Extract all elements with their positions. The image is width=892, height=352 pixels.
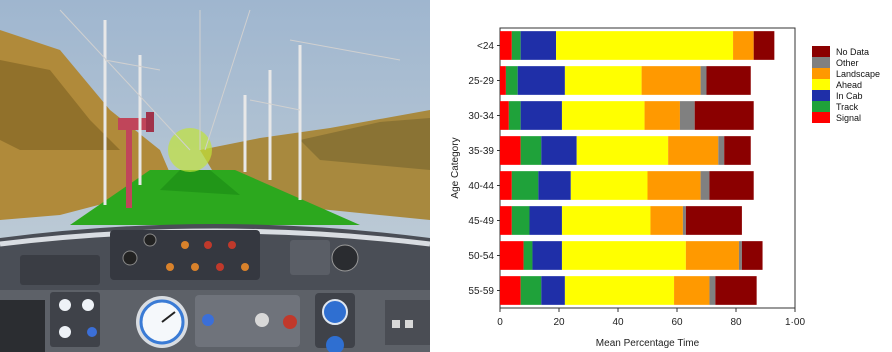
- warning-lights: [122, 233, 249, 271]
- bar-segment: [523, 241, 533, 270]
- bar-segment: [511, 206, 530, 235]
- bar-segment: [520, 136, 542, 165]
- bar-segment: [685, 206, 742, 235]
- track-area: [70, 170, 360, 225]
- x-tick-label: 0: [497, 317, 503, 328]
- bar-segment: [508, 101, 521, 130]
- bar-segment: [500, 101, 509, 130]
- bar-segment: [500, 31, 512, 60]
- bar-segment: [520, 276, 542, 305]
- bar-segment: [561, 241, 686, 270]
- y-tick-label: 40-44: [468, 181, 494, 192]
- bar-segment: [511, 31, 521, 60]
- x-tick-label: 60: [671, 317, 683, 328]
- bar-segment: [718, 136, 725, 165]
- bar-segment: [561, 101, 645, 130]
- x-tick-label: 80: [730, 317, 742, 328]
- bar-segment: [694, 101, 754, 130]
- legend-label: Other: [836, 58, 859, 68]
- bar-segment: [500, 241, 524, 270]
- bar-segment: [500, 276, 521, 305]
- bar-segment: [738, 241, 742, 270]
- y-tick-label: 25-29: [468, 76, 494, 87]
- bar-segment: [541, 276, 565, 305]
- x-tick-label: 1·00: [785, 317, 805, 328]
- bar-segment: [668, 136, 719, 165]
- bar-segment: [529, 206, 562, 235]
- bar-segment: [724, 136, 751, 165]
- legend-swatch: [812, 79, 830, 90]
- bar-segment: [576, 136, 669, 165]
- y-tick-label: 50-54: [468, 251, 494, 262]
- bar-segment: [650, 206, 683, 235]
- bar-segment: [538, 171, 571, 200]
- overhead-wires: [59, 9, 401, 151]
- bar-segment: [709, 171, 754, 200]
- bar-segment: [700, 66, 707, 95]
- legend-label: No Data: [836, 47, 869, 57]
- legend-label: Signal: [836, 113, 861, 123]
- legend-label: Ahead: [836, 80, 862, 90]
- x-tick-label: 20: [553, 317, 565, 328]
- bar-segment: [709, 276, 716, 305]
- y-axis-title: Age Category: [450, 137, 461, 198]
- x-tick-label: 40: [612, 317, 624, 328]
- bar-segment: [564, 276, 675, 305]
- legend-swatch: [812, 90, 830, 101]
- bar-segment: [679, 101, 695, 130]
- bar-segment: [715, 276, 757, 305]
- bar-segment: [706, 66, 751, 95]
- y-tick-label: 30-34: [468, 111, 494, 122]
- bar-segment: [500, 206, 512, 235]
- legend-label: Track: [836, 102, 859, 112]
- bar-segment: [733, 31, 754, 60]
- bar-segment: [564, 66, 642, 95]
- bar-segment: [753, 31, 775, 60]
- horn-grille: [331, 244, 359, 272]
- bar-segment: [700, 171, 710, 200]
- bar-segment: [511, 171, 539, 200]
- legend-swatch: [812, 101, 830, 112]
- bar-segment: [532, 241, 562, 270]
- bar-segment: [520, 101, 562, 130]
- bar-segment: [644, 101, 680, 130]
- control-panel: [195, 295, 300, 347]
- bar-segment: [541, 136, 577, 165]
- y-tick-label: 45-49: [468, 216, 494, 227]
- brake-gauge: [322, 299, 348, 325]
- bar-segment: [682, 206, 686, 235]
- overhead-line-poles: [103, 20, 302, 205]
- bar-segment: [556, 31, 734, 60]
- bar-segment: [500, 171, 512, 200]
- signal-post: [126, 128, 132, 208]
- bar-segment: [641, 66, 701, 95]
- y-tick-label: 35-39: [468, 146, 494, 157]
- bar-segment: [561, 206, 651, 235]
- bar-segment: [685, 241, 739, 270]
- legend-label: In Cab: [836, 91, 863, 101]
- bar-segment: [570, 171, 648, 200]
- legend-label: Landscape: [836, 69, 880, 79]
- bar-segment: [500, 66, 506, 95]
- bar-segment: [517, 66, 565, 95]
- bar-segment: [647, 171, 701, 200]
- x-axis-title: Mean Percentage Time: [596, 338, 700, 349]
- bar-segment: [741, 241, 763, 270]
- bar-segment: [674, 276, 710, 305]
- legend-swatch: [812, 46, 830, 57]
- y-tick-label: 55-59: [468, 286, 494, 297]
- bar-segment: [520, 31, 557, 60]
- legend-swatch: [812, 68, 830, 79]
- legend-swatch: [812, 112, 830, 123]
- legend-swatch: [812, 57, 830, 68]
- bar-segment: [505, 66, 518, 95]
- bar-segment: [500, 136, 521, 165]
- y-tick-label: <24: [477, 41, 494, 52]
